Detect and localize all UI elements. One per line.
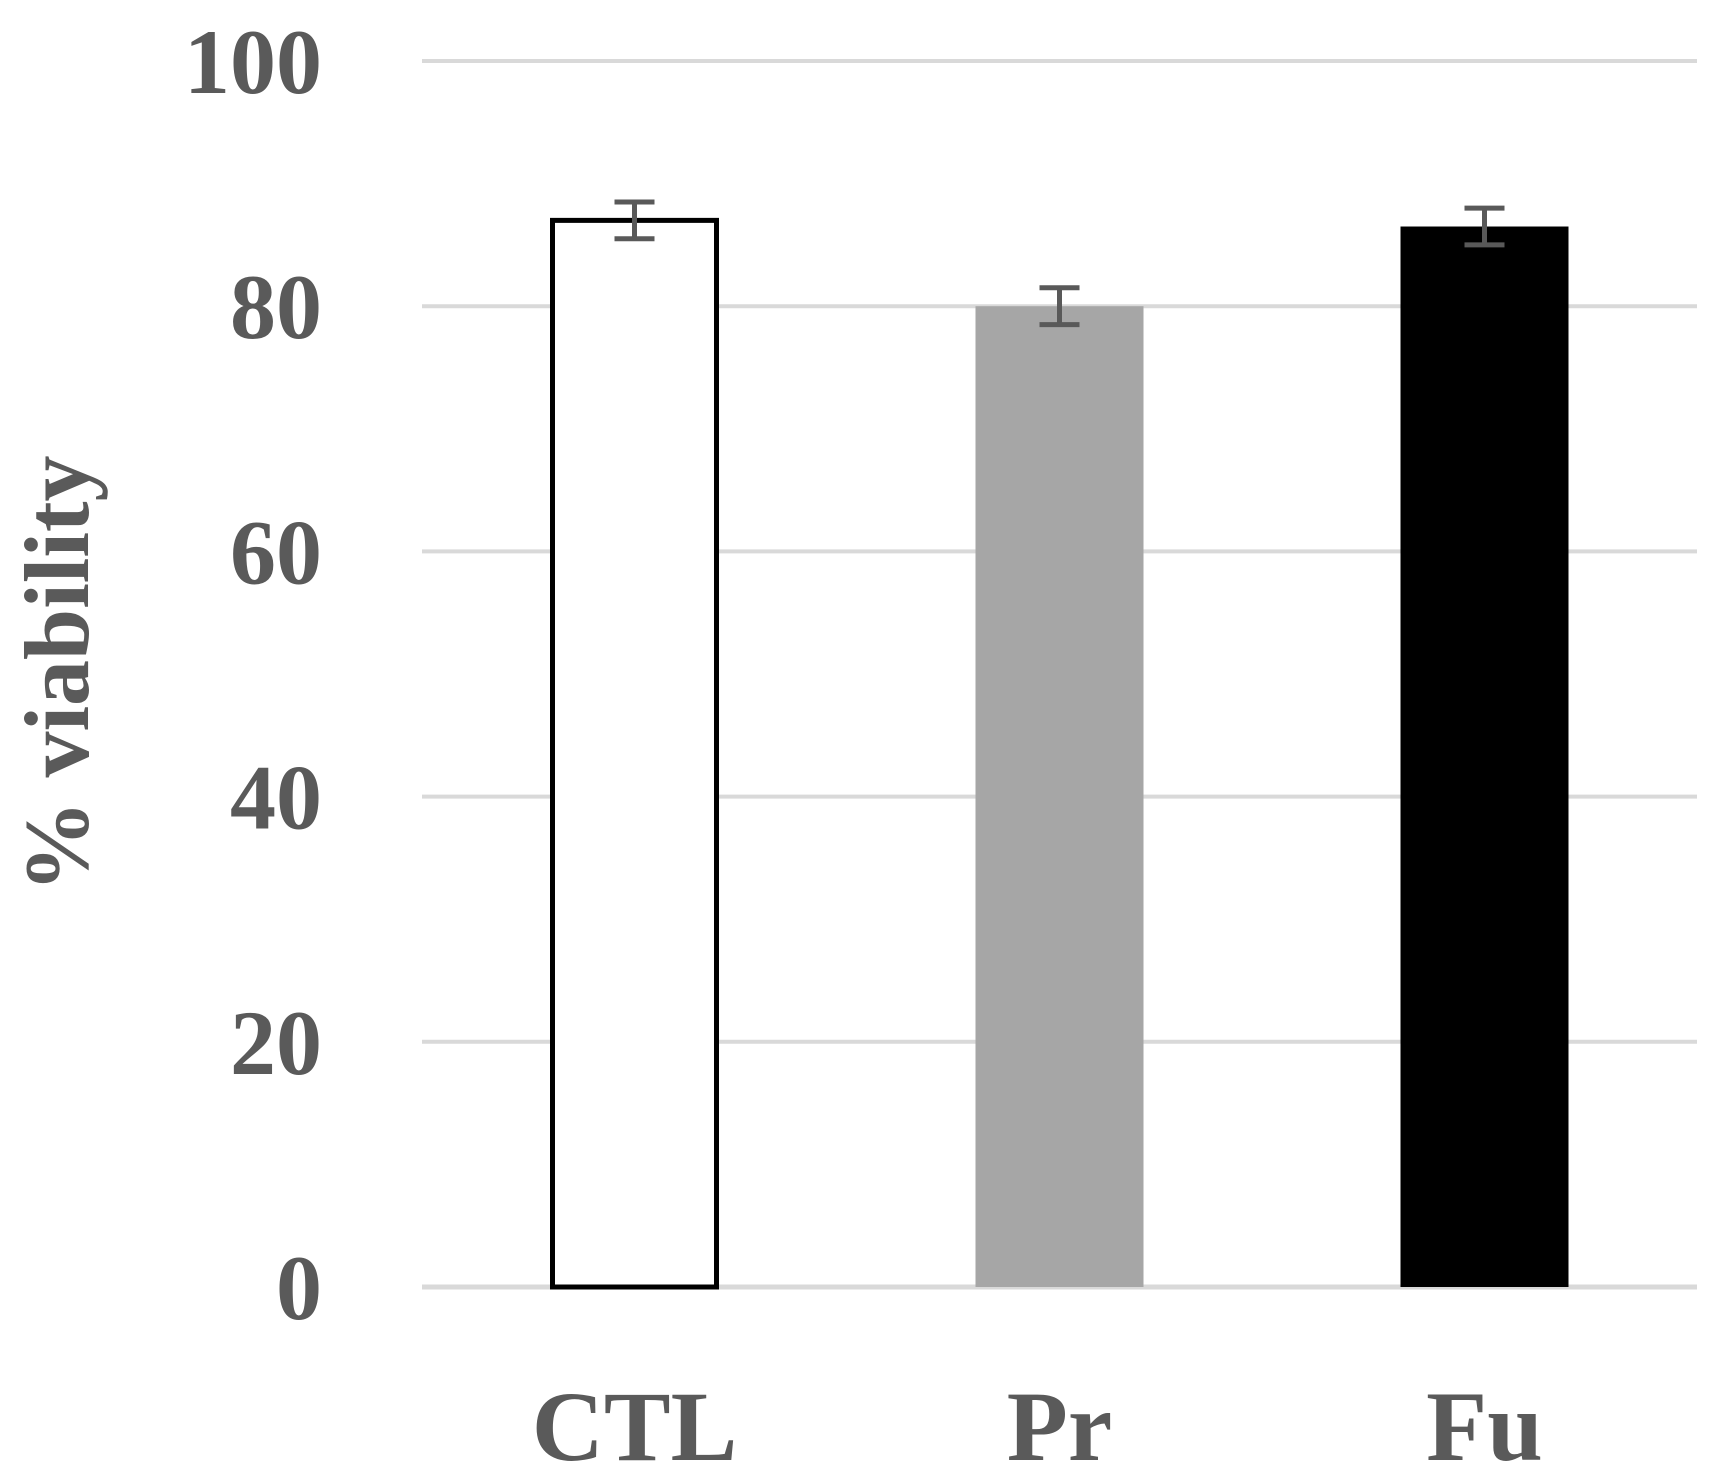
bar-pr [975, 306, 1144, 1287]
bar-ctl [550, 217, 719, 1290]
bars [550, 217, 1569, 1290]
error-bars [614, 199, 1505, 328]
y-tick-label: 20 [230, 992, 322, 1094]
y-tick-label: 0 [276, 1237, 322, 1339]
y-tick-label: 40 [230, 747, 322, 849]
bar-fu [1400, 226, 1569, 1287]
x-category-label: CTL [532, 1371, 738, 1468]
x-axis-categories: CTL Pr Fu [532, 1371, 1543, 1468]
y-tick-label: 60 [230, 501, 322, 603]
x-category-label: Pr [1007, 1371, 1112, 1468]
x-category-label: Fu [1426, 1371, 1543, 1468]
y-tick-label: 100 [184, 11, 322, 113]
y-axis-title: % viability [6, 455, 108, 892]
y-tick-label: 80 [230, 256, 322, 358]
y-axis-ticks: 0 20 40 60 80 100 [184, 11, 322, 1339]
